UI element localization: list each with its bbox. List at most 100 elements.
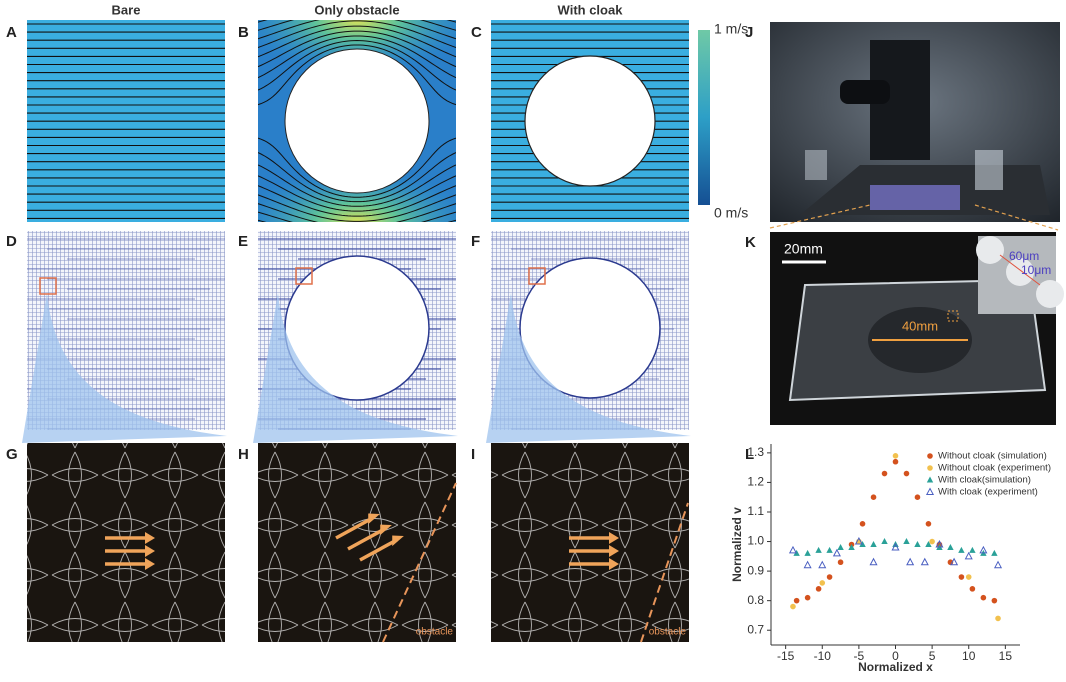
panel-label: G bbox=[6, 446, 18, 463]
data-point bbox=[926, 476, 934, 483]
streamline bbox=[258, 35, 456, 79]
arrow-head bbox=[609, 532, 619, 544]
particle-image bbox=[27, 443, 225, 642]
data-point bbox=[869, 557, 878, 566]
column-title: With cloak bbox=[558, 2, 624, 17]
data-point bbox=[859, 521, 866, 527]
x-tick-label: 5 bbox=[929, 649, 936, 663]
data-point bbox=[929, 538, 935, 545]
data-point bbox=[903, 538, 910, 545]
obstacle-edge bbox=[640, 502, 689, 643]
y-tick-label: 1.0 bbox=[747, 534, 764, 548]
panel-label: C bbox=[471, 24, 482, 41]
panel-label: H bbox=[238, 446, 249, 463]
panel-label: F bbox=[471, 233, 480, 250]
inset-label: 60μm bbox=[1009, 249, 1039, 263]
arrow-head bbox=[145, 558, 155, 570]
mesh-hole bbox=[284, 255, 430, 401]
data-point bbox=[803, 560, 812, 569]
data-point bbox=[906, 557, 915, 566]
streamline bbox=[258, 194, 456, 222]
panel-label: K bbox=[745, 234, 756, 251]
data-point bbox=[935, 539, 944, 548]
chip bbox=[870, 185, 960, 210]
arrow-head bbox=[609, 558, 619, 570]
data-point bbox=[991, 597, 998, 604]
mesh-hole bbox=[519, 257, 661, 399]
data-point bbox=[979, 545, 988, 554]
data-point bbox=[920, 557, 929, 566]
arrow-head bbox=[368, 513, 380, 525]
data-point bbox=[993, 560, 1003, 569]
data-point bbox=[914, 541, 921, 547]
inset-pillar bbox=[976, 236, 1004, 264]
y-axis-label: Normalized v bbox=[730, 507, 744, 582]
data-point bbox=[958, 546, 965, 553]
arrow bbox=[347, 527, 386, 551]
streamline bbox=[258, 137, 456, 198]
data-point bbox=[815, 586, 822, 592]
legend-label: Without cloak (experiment) bbox=[938, 463, 1051, 474]
data-point bbox=[804, 549, 811, 556]
x-axis-label: Normalized x bbox=[858, 660, 933, 674]
data-point bbox=[826, 546, 833, 553]
x-tick-label: -5 bbox=[854, 649, 865, 663]
data-point bbox=[790, 603, 796, 610]
colorbar-max: 1 m/s bbox=[714, 21, 748, 37]
x-tick-label: -15 bbox=[777, 649, 795, 663]
x-tick-label: 0 bbox=[892, 649, 899, 663]
data-point bbox=[965, 574, 972, 580]
zoom-box bbox=[39, 277, 57, 295]
y-tick-label: 0.7 bbox=[747, 622, 764, 636]
zoom-link bbox=[769, 204, 1059, 231]
data-point bbox=[870, 494, 877, 501]
zoom-fan bbox=[22, 293, 227, 443]
arrow-head bbox=[145, 532, 155, 544]
inset-label: 10μm bbox=[1021, 263, 1051, 277]
data-point bbox=[958, 574, 965, 580]
data-point bbox=[848, 543, 855, 550]
data-point bbox=[815, 546, 822, 553]
obstacle-edge bbox=[382, 482, 457, 643]
streamline bbox=[258, 44, 456, 106]
data-point bbox=[891, 542, 900, 551]
data-point bbox=[980, 594, 987, 601]
data-point bbox=[832, 548, 841, 557]
streamline bbox=[258, 20, 456, 49]
zoom-fan bbox=[253, 293, 458, 443]
y-tick-label: 1.1 bbox=[747, 504, 764, 518]
data-point bbox=[950, 557, 959, 566]
y-tick-label: 0.8 bbox=[747, 593, 764, 607]
data-point bbox=[818, 560, 827, 569]
colorbar bbox=[698, 30, 710, 205]
legend-label: Without cloak (simulation) bbox=[938, 451, 1047, 462]
streamline bbox=[258, 175, 456, 212]
scale-label: 20mm bbox=[784, 241, 823, 257]
data-point bbox=[793, 597, 800, 604]
x-tick-label: 15 bbox=[999, 649, 1013, 663]
arrow-head bbox=[609, 545, 619, 557]
microscope-arm bbox=[840, 80, 890, 104]
panel-label: E bbox=[238, 233, 248, 250]
data-point bbox=[892, 458, 899, 465]
arrow-head bbox=[392, 535, 404, 547]
data-point bbox=[819, 580, 826, 586]
data-point bbox=[837, 543, 844, 550]
colorbar-min: 0 m/s bbox=[714, 205, 748, 221]
panel-label: I bbox=[471, 446, 475, 463]
zoom-fan bbox=[486, 293, 691, 443]
streamline bbox=[258, 164, 456, 207]
data-point bbox=[881, 470, 888, 477]
data-point bbox=[969, 546, 976, 553]
y-tick-label: 1.3 bbox=[747, 445, 764, 459]
beaker bbox=[975, 150, 1003, 190]
streamline bbox=[258, 203, 456, 222]
inset-marker bbox=[947, 310, 959, 322]
obstacle bbox=[524, 55, 656, 187]
arrow-head bbox=[145, 545, 155, 557]
panel-label: D bbox=[6, 233, 17, 250]
data-point bbox=[788, 545, 798, 554]
data-point bbox=[903, 470, 910, 477]
zoom-box bbox=[295, 267, 313, 285]
